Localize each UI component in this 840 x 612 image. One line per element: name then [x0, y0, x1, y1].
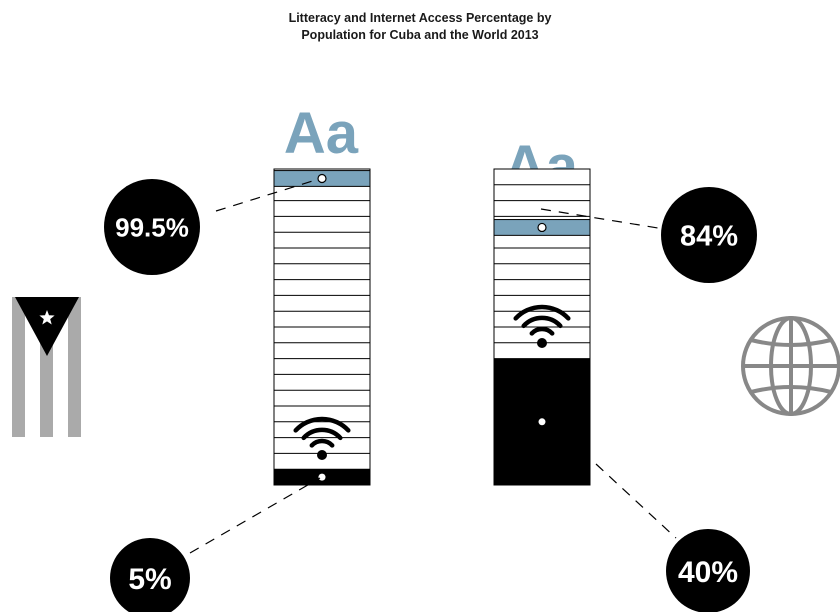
wifi-dot	[317, 450, 327, 460]
flag-stripe	[12, 297, 25, 437]
wifi-arc	[513, 304, 571, 321]
literacy-badge	[661, 187, 757, 283]
internet-data-label: 5%	[128, 563, 171, 596]
internet-marker	[318, 473, 326, 481]
internet-badge	[666, 529, 750, 612]
internet-leader-line	[189, 477, 321, 554]
globe-latitude-north	[750, 338, 832, 347]
globe-icon	[741, 316, 840, 416]
chart-title-line-1: Litteracy and Internet Access Percentage…	[288, 11, 552, 25]
literacy-aa-icon: Aa	[284, 101, 359, 166]
chart-title-line-2: Population for Cuba and the World 2013	[301, 28, 539, 42]
literacy-marker	[317, 173, 327, 184]
internet-leader-line	[595, 463, 677, 539]
literacy-leader-line	[540, 208, 659, 229]
cuba-flag-icon	[12, 297, 81, 437]
literacy-badge	[104, 179, 200, 275]
wifi-dot	[537, 338, 547, 348]
internet-marker	[538, 418, 546, 426]
literacy-data-label: 84%	[680, 220, 738, 252]
wifi-arc	[301, 427, 343, 441]
internet-badge	[110, 538, 190, 612]
internet-data-label: 40%	[678, 556, 738, 589]
literacy-marker	[537, 222, 547, 233]
chart-title: Litteracy and Internet Access Percentage…	[0, 10, 840, 44]
wifi-arc	[309, 438, 335, 448]
wifi-arc	[293, 416, 351, 433]
wifi-icon	[513, 304, 571, 348]
bars-layer: Aa 99.5% 5%Aa 84% 40%	[104, 101, 757, 612]
flag-stripe	[68, 297, 81, 437]
literacy-data-label: 99.5%	[115, 212, 189, 242]
flag-star-icon	[39, 310, 55, 325]
wifi-icon	[293, 416, 351, 460]
globe-latitude-south	[750, 385, 832, 394]
wifi-arc	[529, 326, 555, 336]
wifi-arc	[521, 315, 563, 329]
bar-group: Aa 99.5% 5%	[104, 101, 371, 612]
flag-triangle	[15, 297, 79, 356]
